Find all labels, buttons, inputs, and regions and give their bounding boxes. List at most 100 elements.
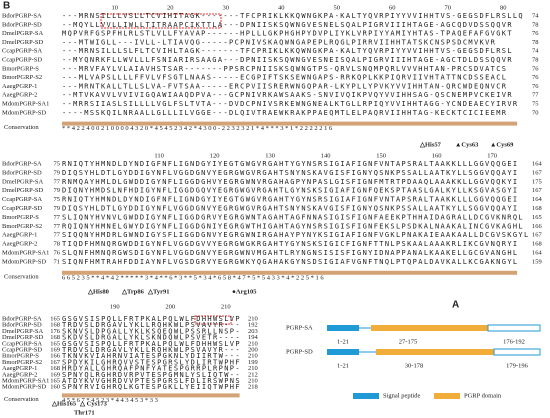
start-position: 176	[50, 328, 61, 335]
end-position: 210	[248, 365, 258, 372]
end-position: 78	[532, 21, 539, 28]
sequence: SPDYKILGHRQVVSTESPGRSLYDLIRTWPHF	[62, 358, 240, 366]
end-position: 159	[532, 258, 542, 265]
end-position: 192	[248, 322, 258, 329]
end-position: 164	[532, 160, 543, 167]
residue-annotation: △His80	[87, 288, 109, 295]
protein-name: PGRP-SD	[286, 348, 313, 355]
conservation-label: Conservation	[4, 396, 39, 403]
residue-annotation: △Tyr91	[147, 288, 170, 295]
sequence: --MTVKAVVLVVIVIGQAWIAAQDPVA---GCPNIVRKAW…	[62, 91, 512, 99]
start-position: 75	[54, 196, 61, 203]
end-position: 167	[532, 232, 543, 239]
legend-label: Signal peptide	[383, 392, 420, 399]
start-position: 71	[54, 258, 61, 265]
conservation-strip	[62, 121, 518, 126]
conservation-strip	[62, 270, 518, 275]
ruler-number: 190	[110, 303, 120, 310]
sequence: --MQYLLVVLLIWLLTITRAAPCIKTTLA---DPNIISKS…	[62, 21, 512, 29]
sequence: TKNVKVIAHRNVIATESPGKNLYDIIRTW---	[62, 352, 240, 360]
sequence: ---MRVFAYLVLAIAVHSTSAR-------PPSRCPNIISK…	[62, 65, 506, 73]
residue-annotation: ▲Cys69	[490, 141, 514, 148]
tail-box	[194, 315, 232, 325]
sequence: ---MRNSILLLSLFLTCVIHLTAGK-------TFCPRIKL…	[62, 47, 512, 55]
end-position: 76	[532, 83, 539, 90]
tail-segment	[493, 348, 541, 356]
start-position: 77	[54, 223, 61, 230]
tail-range: 179-196	[506, 362, 528, 369]
sequence: MQPVRFGSPFHLRLSTLVLLFYAVAP------HPLLLGKP…	[62, 30, 512, 38]
end-position: 77	[532, 92, 539, 99]
sequence: --MRRSIIASLSILLLLVGLFSLTVTA---DVDCPNIVSR…	[62, 100, 518, 108]
residue-annotation: △Trp86	[121, 288, 145, 295]
start-position: 78	[54, 241, 61, 248]
residue-annotation: △His57	[419, 141, 442, 148]
sequence: ATDYKVVGHRDVVPTESPGRSLFDLIRSWPNS	[62, 377, 240, 385]
sequence: SIQQNYHMDRLGWNDIGYSFLIGGDGNVYEGRGWNIRGAH…	[62, 231, 528, 239]
start-position: 79	[54, 187, 61, 194]
end-position: 74	[532, 12, 539, 19]
residue-annotation: ▲Cys63	[455, 141, 479, 148]
sequence: ---MLVAPSLLLLFFVLVFSGTLNAAS-----ECGPIFTS…	[62, 74, 506, 82]
conservation-scores: 4 5 * 6 7 * 4 5 2 3 * 4 4 3 4 5 3 * 3 3	[62, 397, 158, 404]
sequence-name: AaegPGRP-1	[2, 232, 37, 239]
sequence: TRDVSLDRGAVLYKLLRQHKWLPSVAVYR---	[62, 346, 240, 354]
sequence-name: DmelPGRP-SA	[2, 178, 43, 185]
end-position: 78	[532, 39, 539, 46]
sequence: SPNYRVIGHRQLKGTESPGKLLYEIIQTWPHF	[62, 383, 240, 391]
residue-annotation: ●Arg105	[232, 288, 257, 295]
sequence: GSGVSISPQLLFRTPKALPQLWLFDHHWSLVP	[62, 340, 240, 348]
end-position: 210	[248, 353, 258, 360]
sequence: ---MRNSILLLVSLLTCVIHITAGK-------TFCPRIKL…	[62, 12, 523, 20]
sequence-name: AaegPGRP-2	[2, 92, 37, 99]
conservation-label: Conservation	[4, 273, 39, 280]
sequence: DIQNYHMDSLNFHDIGYNFLIGGDGQVYEGRGWGVRGAHT…	[62, 187, 517, 195]
ruler-number: 110	[154, 152, 164, 159]
ruler-number: 150	[376, 152, 386, 159]
signal-range: 1-21	[337, 338, 349, 345]
sequence-name: BmorPGRP-S	[2, 65, 39, 72]
sequence-name: AaegPGRP-2	[2, 371, 37, 378]
end-position: 194	[248, 334, 259, 341]
conservation-strip	[62, 393, 240, 398]
signal-range: 1-21	[337, 362, 349, 369]
signal-segment	[327, 349, 359, 355]
ruler-number: 200	[165, 303, 175, 310]
start-position: 79	[54, 205, 61, 212]
end-position: 210	[248, 377, 258, 384]
sequence: ---MRNTKALLTLLSLVA-FVTSAA-----ERCPVIISRE…	[62, 82, 507, 90]
start-position: 167	[50, 359, 61, 366]
ruler-number: 130	[265, 152, 275, 159]
sequence-name: BmorPGRP-S2	[2, 223, 42, 230]
end-position: 164	[532, 249, 543, 256]
end-position: 166	[532, 223, 543, 230]
ruler-number: 60	[389, 4, 396, 11]
end-position: 70	[532, 109, 539, 116]
end-position: 199	[248, 359, 258, 366]
end-position: 74	[532, 48, 539, 55]
sequence: RNMQAYHMLDLGWDDIGYNFLIGGDGHVYEGRGWNVRGAH…	[62, 178, 517, 186]
conservation-label: Conservation	[4, 124, 39, 131]
ruler-number: 120	[210, 152, 220, 159]
end-position: 168	[532, 205, 542, 212]
start-position: 166	[50, 353, 61, 360]
residue-annotation: △His165	[51, 400, 77, 407]
start-position: 165	[50, 340, 60, 347]
ruler-number: 50	[333, 4, 340, 11]
start-position: 168	[50, 365, 60, 372]
panel-a: A	[327, 300, 541, 399]
sequence: TIQDFHMNQRGWDDIGYNFLVGGDGVVYEGRGWGKRGAHT…	[62, 240, 517, 248]
sequence-name: MdomPGRP-SA1	[2, 100, 49, 107]
sequence-name: BdorPGRP-SD	[2, 322, 42, 329]
sequence: SLIQNYHVNVLGWDDIGYNFLIGGDGRVYEGRGWNTAGAH…	[62, 213, 523, 221]
sequence: SKDVSLDRGALLYKLSKNDQWLPSVETR----	[62, 334, 240, 342]
sequence-name: DmelPGRP-SA	[2, 30, 43, 37]
end-position: 76	[532, 74, 539, 81]
sequence-name: BmorPGRP-S2	[2, 74, 42, 81]
panel-b-label: B	[3, 1, 10, 12]
start-position: 165	[50, 315, 60, 322]
sequence-name: CcapPGRP-SD	[2, 346, 42, 353]
ruler-number: 70	[444, 4, 451, 11]
sequence-name: AaegPGRP-1	[2, 83, 37, 90]
sequence-name: MdomPGRP-SD	[2, 384, 46, 391]
